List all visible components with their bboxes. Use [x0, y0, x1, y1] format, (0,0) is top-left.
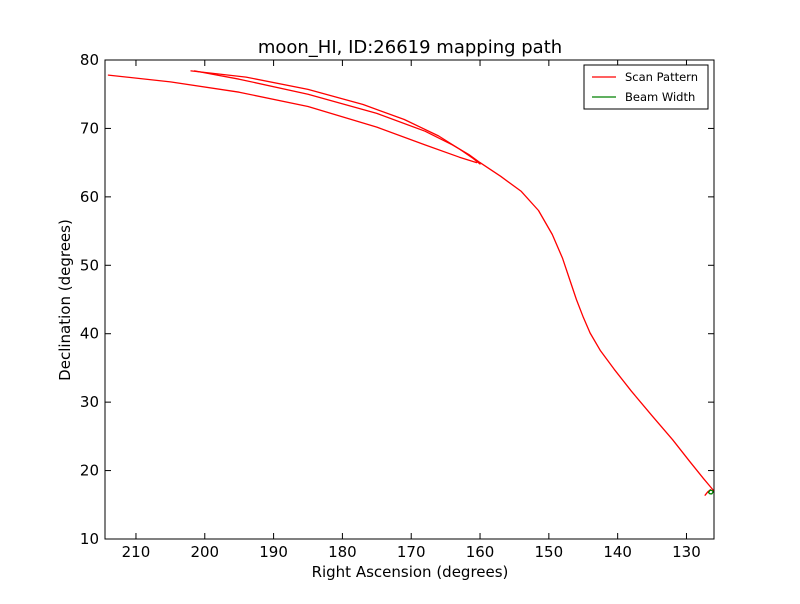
axes-layer: 210 200 190 180 170 160 150 140 130 10 20 30 40 50 60 7… [80, 51, 715, 561]
x-tick-label: 160 [466, 543, 495, 561]
x-tick-label: 210 [122, 543, 151, 561]
x-tick-label: 150 [535, 543, 564, 561]
scan-pattern-line-segment-3 [190, 70, 481, 165]
y-tick-label: 80 [80, 51, 99, 69]
x-tick-label: 130 [672, 543, 701, 561]
legend-label-beam-width: Beam Width [625, 90, 695, 104]
y-tick-label: 20 [80, 462, 99, 480]
series-layer [107, 70, 714, 496]
chart-title: moon_HI, ID:26619 mapping path [258, 37, 562, 58]
x-tick-label: 170 [397, 543, 426, 561]
axes-frame [104, 59, 715, 540]
beam-width-line-segment-1 [707, 489, 714, 495]
y-tick-label: 50 [80, 256, 99, 274]
x-tick-label: 190 [259, 543, 288, 561]
y-tick-label: 10 [80, 530, 99, 548]
y-axis-label: Declination (degrees) [56, 219, 74, 381]
x-tick-label: 200 [190, 543, 219, 561]
legend-label-scan-pattern: Scan Pattern [625, 70, 698, 84]
y-tick-label: 60 [80, 188, 99, 206]
x-axis-label: Right Ascension (degrees) [312, 563, 509, 581]
x-tick-label: 180 [328, 543, 357, 561]
scan-pattern-line-segment-4 [479, 161, 714, 492]
y-tick-label: 30 [80, 393, 99, 411]
legend: Scan Pattern Beam Width [583, 64, 709, 110]
plot-area [105, 60, 714, 539]
scan-pattern-line-segment-1 [107, 74, 478, 164]
x-tick-label: 140 [603, 543, 632, 561]
y-tick-label: 40 [80, 325, 99, 343]
legend-box [583, 64, 709, 110]
y-tick-label: 70 [80, 119, 99, 137]
